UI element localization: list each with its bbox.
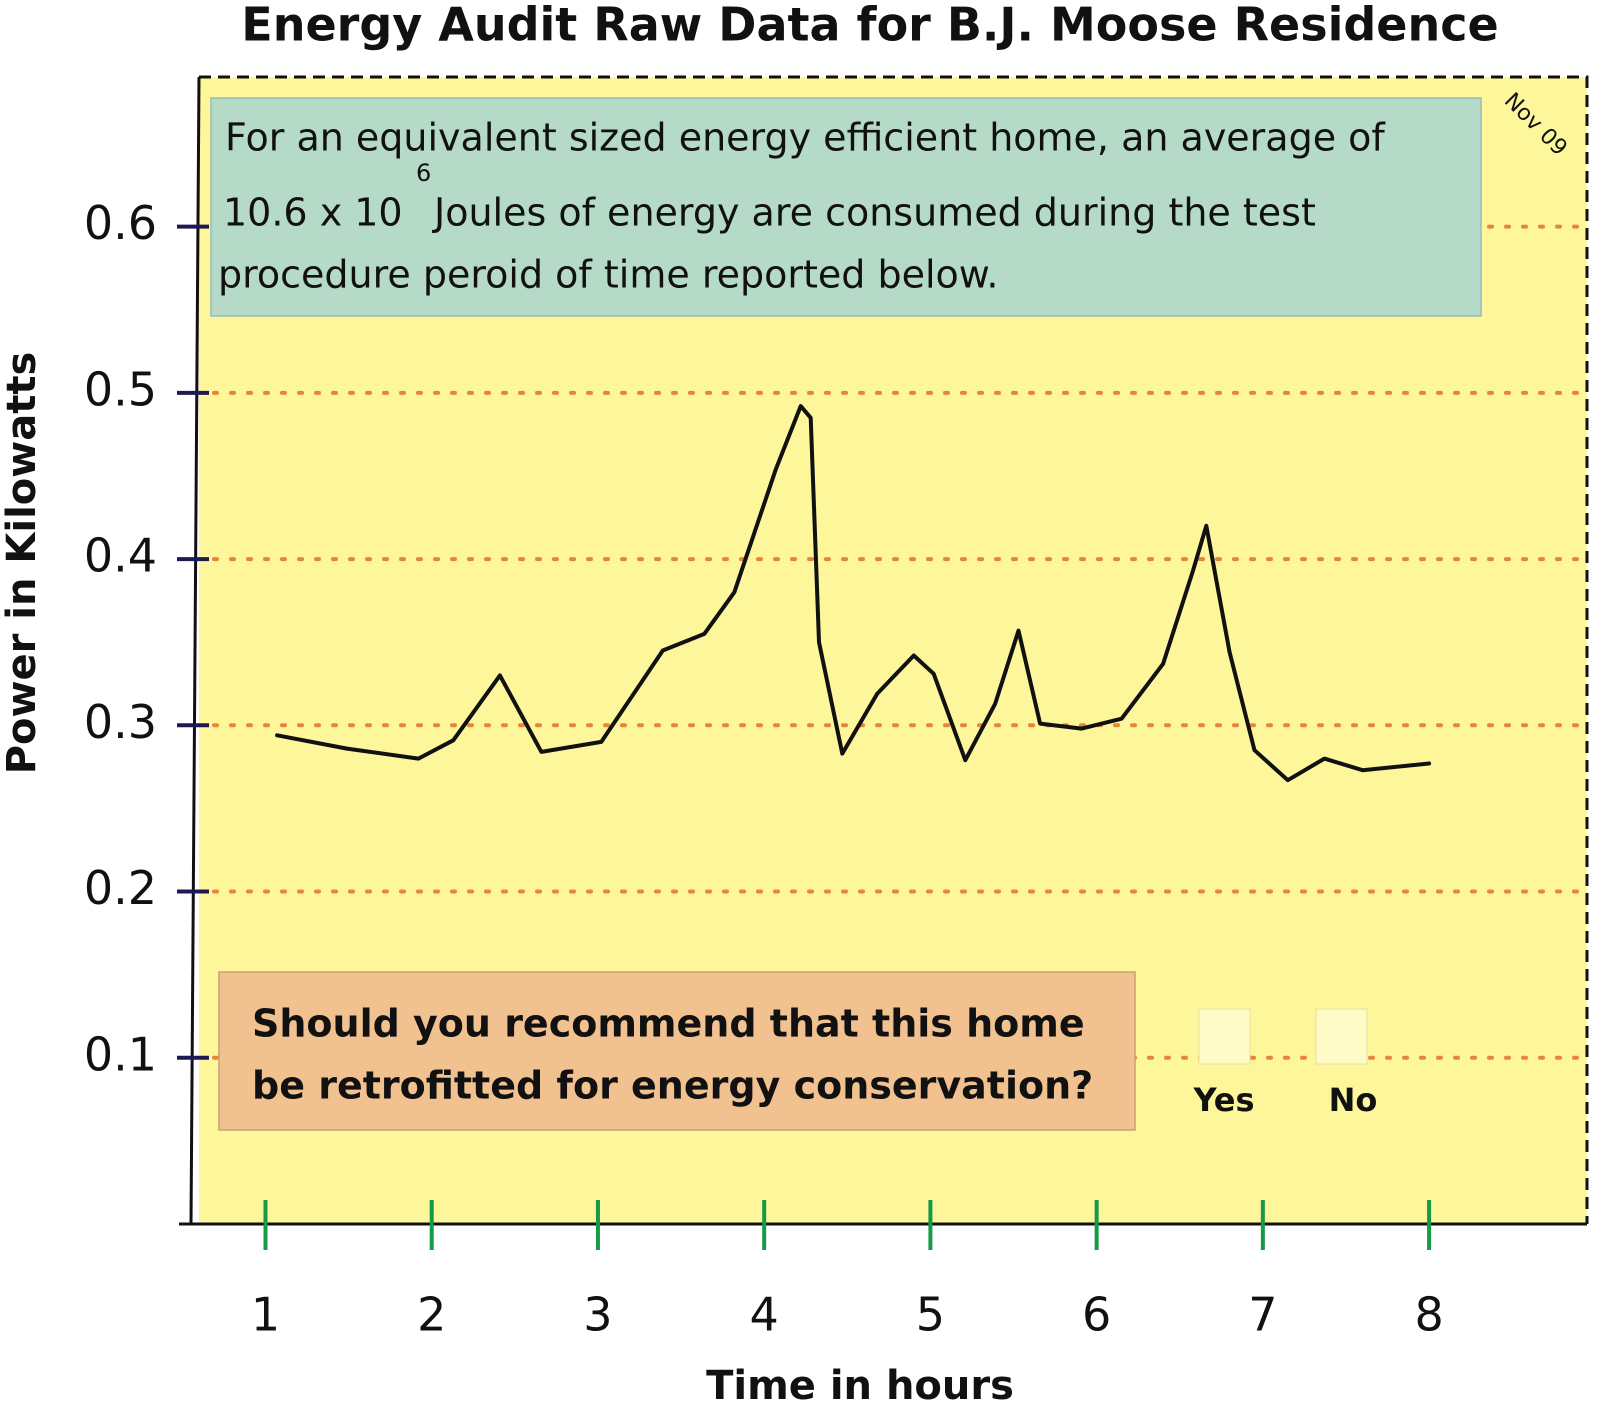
note-box xyxy=(210,97,1482,317)
y-tick-label: 0.5 xyxy=(84,362,157,416)
y-tick-label: 0.2 xyxy=(84,861,157,915)
note-line: Joules of energy are consumed during the… xyxy=(432,191,1316,235)
x-tick-label: 7 xyxy=(1248,1288,1277,1342)
plot-border xyxy=(199,75,1589,1224)
y-tick-label: 0.1 xyxy=(84,1027,157,1081)
x-axis-title: Time in hours xyxy=(706,1363,1014,1409)
x-tick-label: 6 xyxy=(1082,1288,1111,1342)
option-label: Yes xyxy=(1193,1081,1255,1119)
chart-title: Energy Audit Raw Data for B.J. Moose Res… xyxy=(241,0,1498,52)
x-tick-label: 5 xyxy=(916,1288,945,1342)
note-line: For an equivalent sized energy efficient… xyxy=(225,116,1386,160)
no-checkbox[interactable] xyxy=(1315,1008,1368,1065)
note-superscript: 6 xyxy=(416,159,431,187)
x-tick-label: 3 xyxy=(583,1288,612,1342)
option-label: No xyxy=(1329,1081,1378,1119)
y-tick-label: 0.6 xyxy=(84,196,157,250)
y-axis-title: Power in Kilowatts xyxy=(0,352,45,775)
y-axis xyxy=(189,76,201,1225)
question-line: Should you recommend that this home xyxy=(252,1002,1085,1046)
y-tick-label: 0.3 xyxy=(84,695,157,749)
question-box xyxy=(218,971,1136,1131)
x-tick-label: 2 xyxy=(417,1288,446,1342)
x-tick-label: 4 xyxy=(750,1288,779,1342)
yes-checkbox[interactable] xyxy=(1198,1008,1251,1065)
x-tick-label: 1 xyxy=(251,1288,280,1342)
data-line xyxy=(275,404,1432,783)
note-line: 10.6 x 10 xyxy=(223,191,403,235)
x-tick-label: 8 xyxy=(1414,1288,1443,1342)
y-tick-label: 0.4 xyxy=(84,529,157,583)
question-line: be retrofitted for energy conservation? xyxy=(252,1064,1093,1108)
content: 0.1 0.2 0.3 0.4 0.5 0.6 1 2 3 4 5 6 7 8 xyxy=(84,76,1587,1342)
note-line: procedure peroid of time reported below. xyxy=(218,253,998,297)
